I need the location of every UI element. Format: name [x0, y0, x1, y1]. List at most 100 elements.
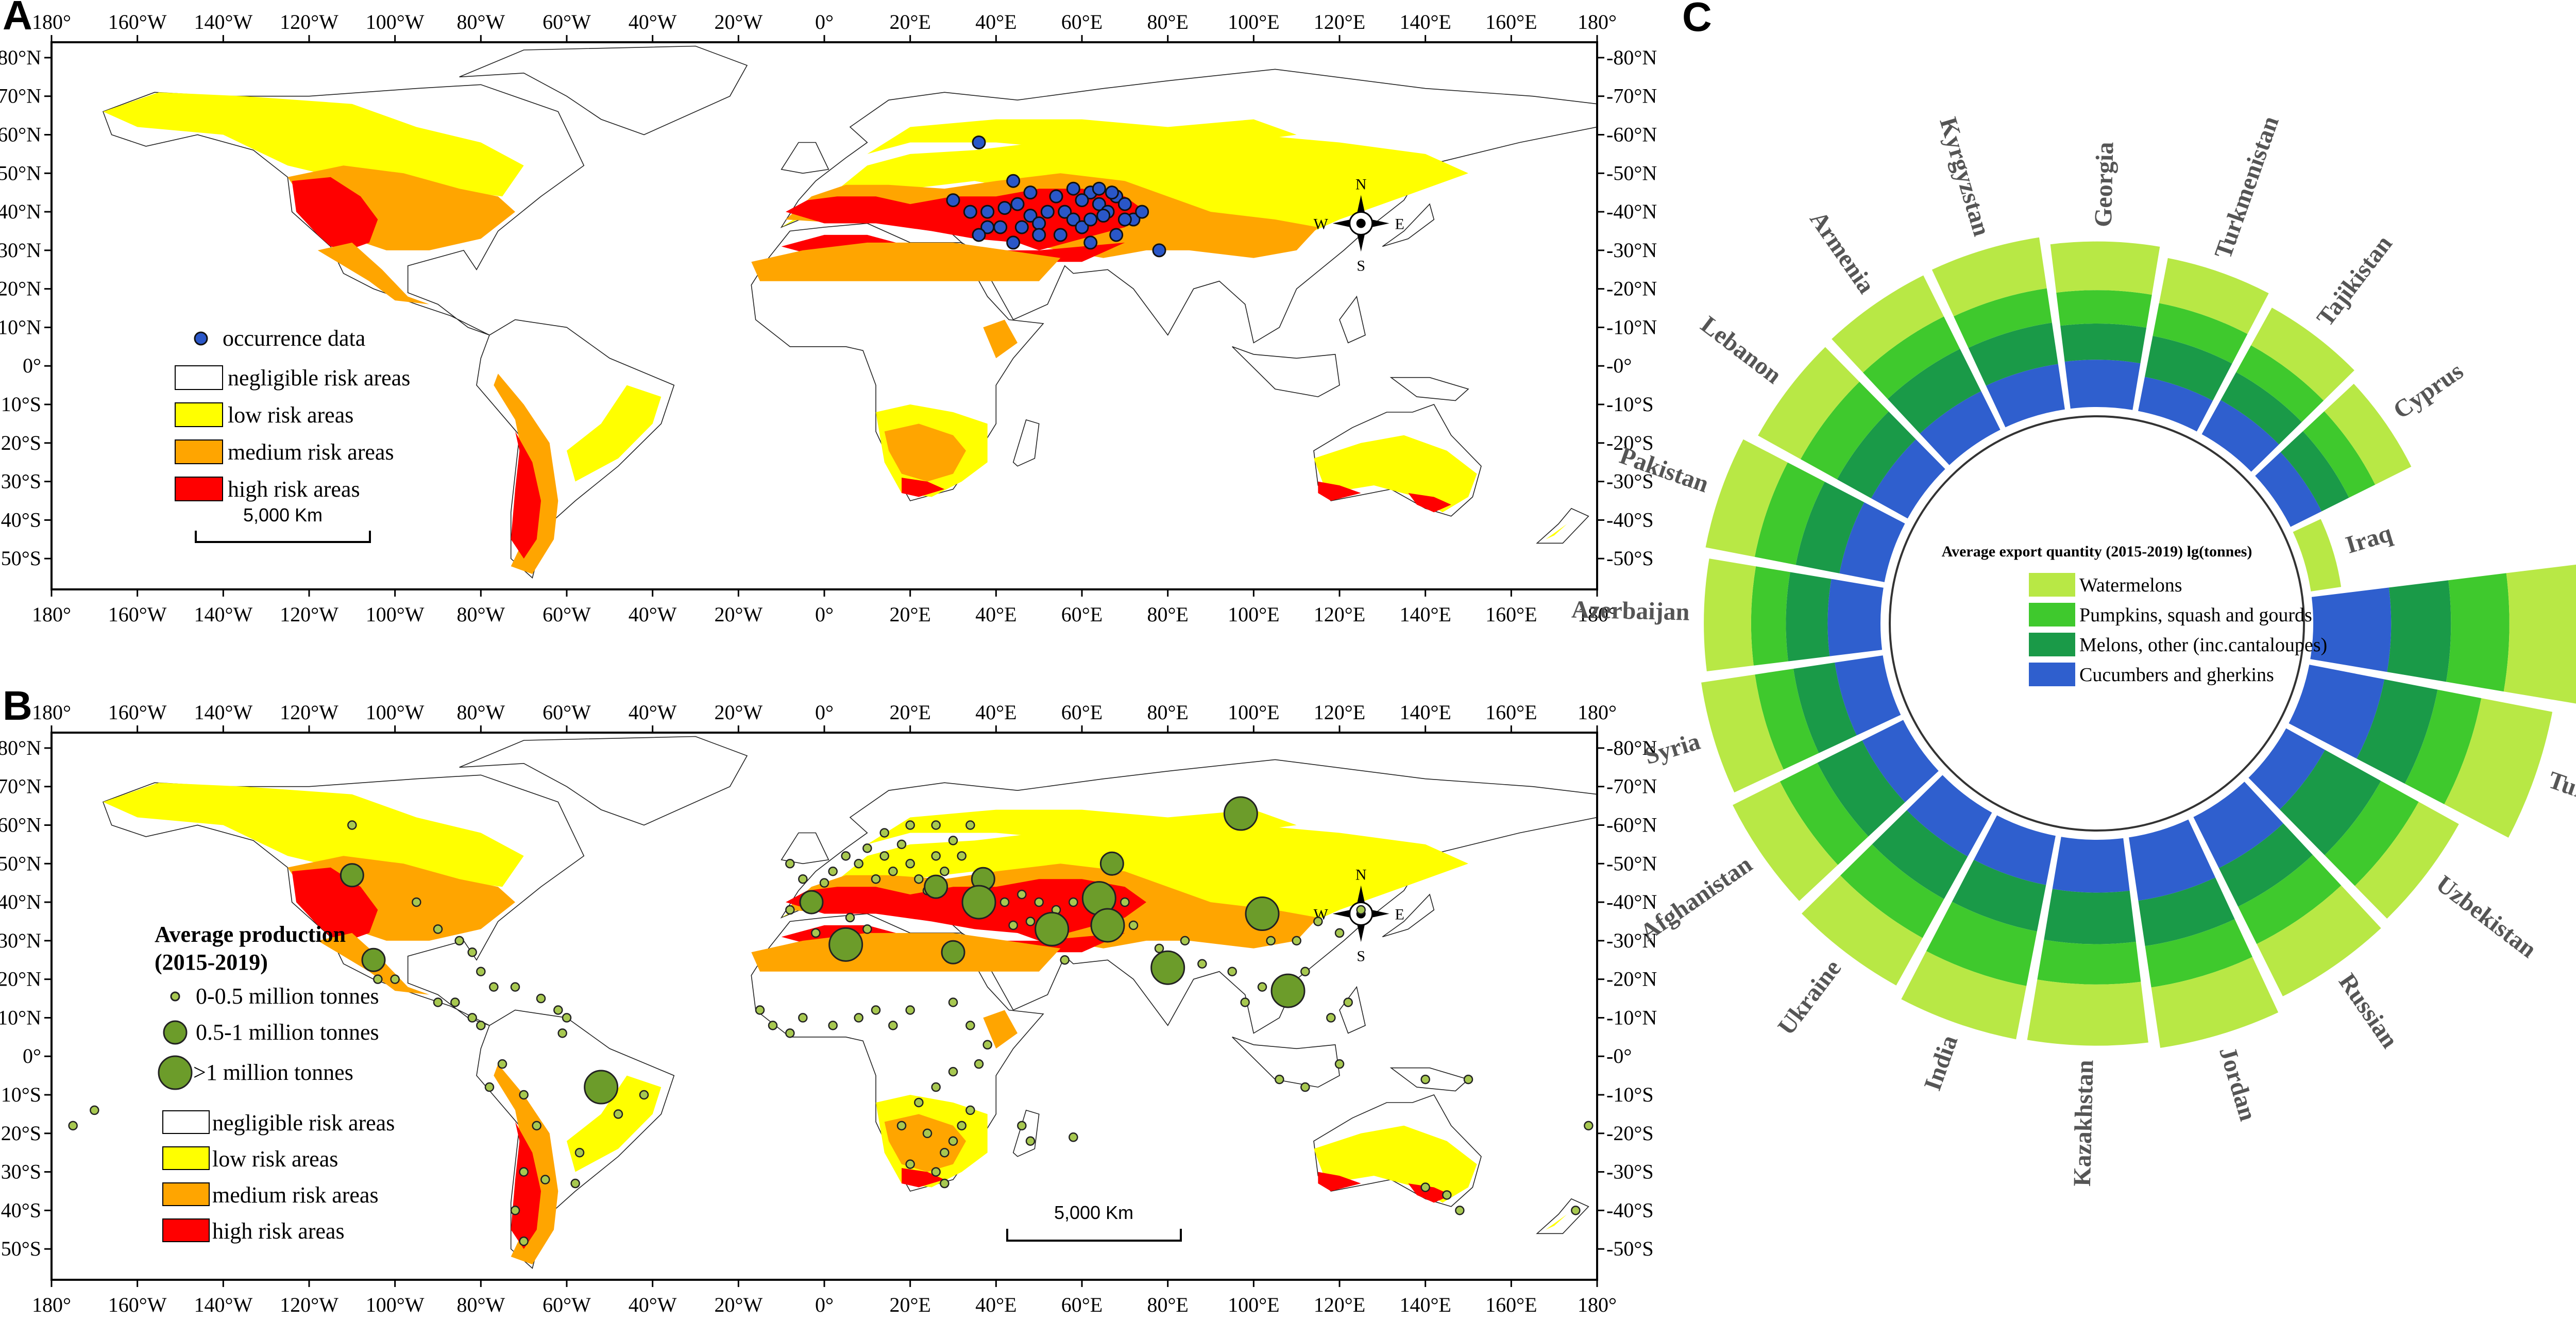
lat-label-left: 20°S	[1, 431, 41, 454]
lat-label-right: -50°N	[1606, 852, 1657, 875]
lat-label-right: -20°N	[1606, 277, 1657, 300]
production-point-small	[940, 1148, 948, 1157]
lon-label-top: 0°	[815, 701, 834, 724]
lat-label-right: -40°N	[1606, 200, 1657, 223]
lat-label-right: -40°S	[1606, 1198, 1654, 1222]
production-point-small	[932, 821, 940, 829]
lon-label-top: 160°W	[108, 701, 167, 724]
lon-label-top: 100°E	[1228, 701, 1279, 724]
lat-label-right: -50°S	[1606, 1237, 1654, 1260]
country-label: Cyprus	[2388, 357, 2468, 424]
lon-label-top: 80°E	[1147, 701, 1188, 724]
scale-bar-label: 5,000 Km	[1054, 1202, 1133, 1223]
lat-label-left: 20°N	[0, 277, 41, 300]
production-point-small	[468, 948, 477, 956]
bar-segment	[2027, 979, 2148, 1045]
production-point-medium	[942, 941, 964, 963]
occurrence-point	[1084, 236, 1097, 249]
lon-label-top: 20°W	[714, 10, 762, 33]
lon-label-bottom: 100°W	[366, 603, 425, 626]
chart-legend-swatch	[2029, 573, 2075, 597]
occurrence-point	[1050, 190, 1062, 202]
production-point-large	[1246, 897, 1279, 930]
lat-label-left: 10°S	[1, 1083, 41, 1106]
lat-label-right: -60°N	[1606, 123, 1657, 146]
production-point-large	[1091, 909, 1124, 942]
occurrence-point	[998, 202, 1011, 214]
chart-title: Average export quantity (2015-2019) lg(t…	[1942, 543, 2252, 560]
size-legend-label: 0.5-1 million tonnes	[196, 1020, 379, 1045]
production-point-small	[1181, 937, 1189, 945]
scale-bar-label: 5,000 Km	[243, 504, 323, 526]
lat-label-left: 70°N	[0, 775, 41, 798]
occurrence-point	[964, 206, 976, 218]
lon-label-bottom: 160°E	[1485, 1293, 1537, 1316]
production-point-small	[391, 975, 399, 984]
lat-label-left: 0°	[23, 354, 41, 377]
production-point-small	[434, 925, 442, 933]
lat-label-left: 30°N	[0, 929, 41, 952]
occurrence-point	[1097, 210, 1110, 222]
production-point-small	[889, 867, 897, 875]
occurrence-point	[1007, 175, 1020, 187]
production-point-small	[811, 929, 820, 937]
lon-label-bottom: 20°E	[889, 603, 930, 626]
lon-label-bottom: 60°E	[1061, 603, 1103, 626]
lon-label-top: 40°W	[629, 701, 677, 724]
lat-label-left: 40°S	[1, 1198, 41, 1222]
occurrence-point	[973, 229, 985, 241]
lat-label-left: 30°N	[0, 239, 41, 262]
occurrence-point	[1015, 221, 1028, 233]
bar-group-iraq: Iraq	[2293, 519, 2396, 591]
production-point-small	[640, 1091, 648, 1099]
lat-label-left: 10°S	[1, 393, 41, 416]
occurrence-point	[1118, 213, 1131, 226]
production-point-small	[958, 1122, 966, 1130]
production-point-small	[855, 1013, 863, 1022]
occurrence-point	[1118, 198, 1131, 210]
production-point-small	[1421, 1183, 1430, 1192]
lon-label-bottom: 60°E	[1061, 1293, 1103, 1316]
lon-label-bottom: 180°	[1578, 1293, 1617, 1316]
production-point-large	[585, 1071, 618, 1104]
lon-label-top: 160°E	[1485, 10, 1537, 33]
legend-swatch-negligible	[175, 366, 223, 389]
chart-legend-swatch	[2029, 663, 2075, 686]
production-point-small	[872, 1006, 880, 1014]
lon-label-top: 120°E	[1314, 701, 1365, 724]
lon-label-bottom: 140°E	[1399, 1293, 1451, 1316]
production-point-small	[855, 859, 863, 868]
country-label: Turkey	[2545, 766, 2576, 817]
production-point-small	[489, 983, 498, 991]
lon-label-bottom: 140°E	[1399, 603, 1451, 626]
lon-label-top: 60°E	[1061, 701, 1103, 724]
lon-label-top: 20°E	[889, 10, 930, 33]
production-point-small	[932, 1168, 940, 1176]
production-point-small	[940, 867, 948, 875]
size-legend-label: 0-0.5 million tonnes	[196, 984, 379, 1009]
occurrence-point	[1106, 187, 1118, 199]
lon-label-top: 180°	[1578, 10, 1617, 33]
lon-label-bottom: 60°W	[543, 1293, 591, 1316]
production-point-small	[348, 821, 356, 829]
country-label: India	[1919, 1032, 1963, 1094]
lat-label-left: 60°N	[0, 813, 41, 836]
production-point-small	[984, 1041, 992, 1049]
production-point-small	[932, 1083, 940, 1091]
compass-center	[1357, 219, 1366, 228]
lon-label-bottom: 40°E	[975, 603, 1016, 626]
lon-label-bottom: 100°W	[366, 1293, 425, 1316]
bar-segment	[2053, 837, 2130, 892]
production-point-medium	[800, 891, 823, 913]
production-point-small	[520, 1168, 528, 1176]
lat-label-left: 40°N	[0, 200, 41, 223]
lat-label-left: 40°N	[0, 890, 41, 913]
lat-label-left: 80°N	[0, 46, 41, 69]
production-point-small	[863, 925, 871, 933]
country-label: Uzbekistan	[2431, 870, 2541, 963]
lon-label-top: 180°	[32, 10, 71, 33]
production-point-small	[863, 844, 871, 852]
occurrence-point	[1033, 217, 1045, 230]
lon-label-top: 80°W	[456, 701, 505, 724]
